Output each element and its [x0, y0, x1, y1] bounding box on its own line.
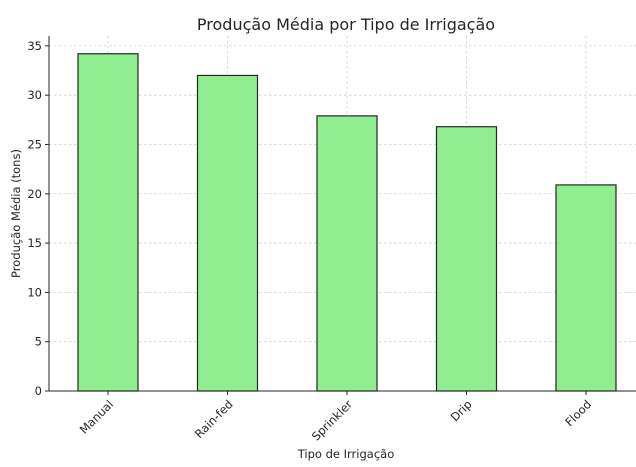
- y-tick-label: 35: [27, 39, 42, 53]
- y-ticks: 0 5 10 15 20 25 30 35: [27, 39, 49, 398]
- bars: [77, 53, 617, 392]
- y-tick-label: 30: [27, 88, 42, 102]
- y-tick-label: 0: [35, 384, 42, 398]
- bar-drip: [435, 126, 498, 392]
- x-tick-label: Drip: [448, 397, 475, 424]
- chart-title: Produção Média por Tipo de Irrigação: [197, 15, 495, 34]
- x-tick-label: Manual: [77, 397, 116, 436]
- y-tick-label: 15: [27, 236, 42, 250]
- bar-sprinkler: [316, 115, 378, 392]
- bar-flood: [555, 184, 617, 392]
- x-tick-label: Rain-fed: [192, 397, 236, 441]
- y-tick-label: 5: [35, 335, 42, 349]
- bar-rain-fed: [196, 74, 259, 392]
- x-tick-label: Flood: [562, 397, 594, 429]
- y-tick-label: 25: [27, 137, 42, 151]
- y-axis-label: Produção Média (tons): [9, 149, 23, 278]
- y-tick-label: 20: [27, 187, 42, 201]
- x-tick-label: Sprinkler: [309, 397, 355, 443]
- bar-manual: [77, 53, 139, 392]
- x-ticks: Manual Rain-fed Sprinkler Drip Flood: [77, 391, 594, 444]
- y-tick-label: 10: [27, 285, 42, 299]
- x-axis-label: Tipo de Irrigação: [297, 447, 394, 461]
